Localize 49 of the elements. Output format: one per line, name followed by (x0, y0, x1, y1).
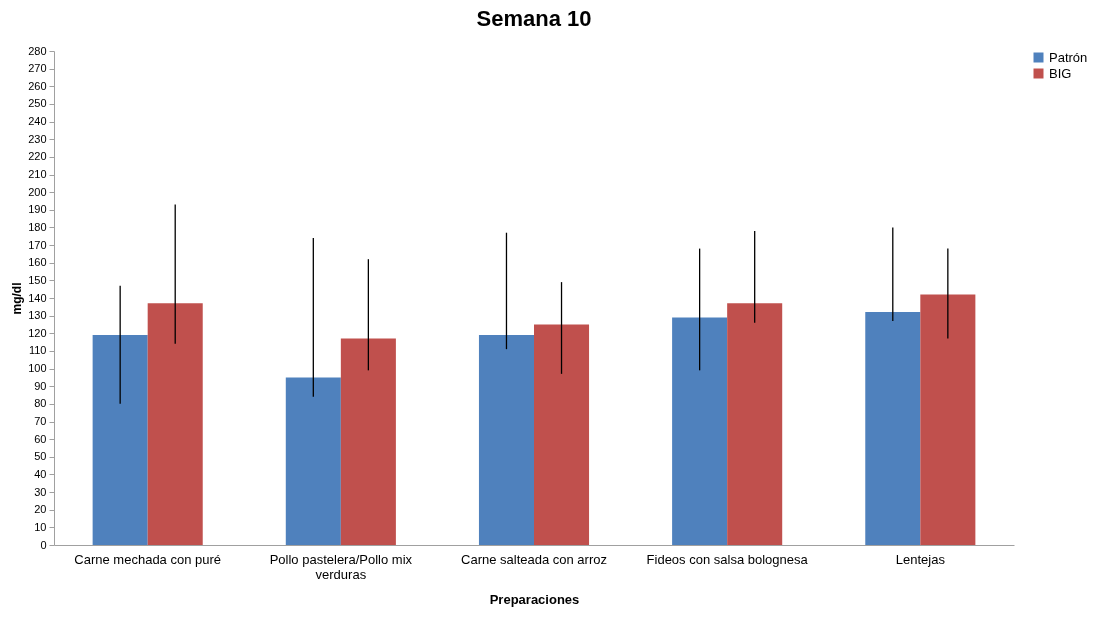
x-tick-label: Carne mechada con puré (74, 551, 222, 567)
y-tick-label: 140 (28, 291, 47, 304)
y-tick-label: 30 (34, 485, 47, 498)
bar (478, 335, 534, 545)
y-tick-label: 130 (28, 309, 47, 322)
bar (340, 338, 396, 545)
bar (727, 303, 783, 545)
bar (672, 317, 728, 545)
x-tick-label: Fideos con salsa bolognesa (646, 551, 809, 567)
legend-label: BIG (1049, 65, 1072, 81)
x-axis-title: Preparaciones (489, 591, 580, 607)
bar (865, 312, 921, 545)
y-tick-label: 210 (28, 168, 47, 180)
y-tick-label: 80 (34, 397, 47, 410)
y-tick-label: 170 (28, 238, 47, 251)
y-tick-label: 260 (28, 79, 47, 92)
x-tick-label: Lentejas (895, 551, 946, 567)
y-tick-label: 160 (28, 256, 47, 269)
y-tick-label: 250 (28, 97, 47, 110)
legend-label: Patrón (1049, 49, 1088, 65)
y-tick-label: 200 (28, 185, 47, 198)
y-tick-label: 60 (34, 432, 47, 445)
y-tick-label: 40 (34, 467, 47, 480)
y-tick-label: 0 (40, 538, 47, 551)
chart-title: Semana 10 (476, 6, 592, 31)
y-tick-label: 230 (28, 132, 47, 145)
y-axis-title: mg/dl (10, 282, 25, 315)
x-tick-label: Pollo pastelera/Pollo mix verduras (269, 551, 413, 582)
bar (534, 324, 590, 545)
y-tick-label: 270 (28, 62, 47, 75)
y-tick-label: 240 (28, 115, 47, 128)
y-tick-label: 70 (34, 415, 47, 427)
bar (147, 303, 203, 545)
y-tick-label: 50 (34, 450, 47, 463)
y-tick-label: 150 (28, 273, 47, 286)
y-tick-label: 110 (28, 344, 47, 357)
y-tick-label: 100 (28, 362, 47, 375)
y-tick-label: 10 (34, 520, 47, 533)
y-tick-label: 20 (34, 503, 47, 516)
y-tick-label: 280 (28, 44, 47, 57)
y-tick-label: 180 (28, 220, 47, 233)
y-tick-label: 220 (28, 150, 47, 163)
y-tick-label: 90 (34, 379, 47, 392)
bar (920, 294, 976, 545)
y-tick-label: 120 (28, 326, 47, 339)
bar (92, 335, 148, 545)
y-tick-label: 190 (28, 203, 47, 216)
bar (285, 377, 341, 545)
x-tick-label: Carne salteada con arroz (461, 551, 607, 567)
